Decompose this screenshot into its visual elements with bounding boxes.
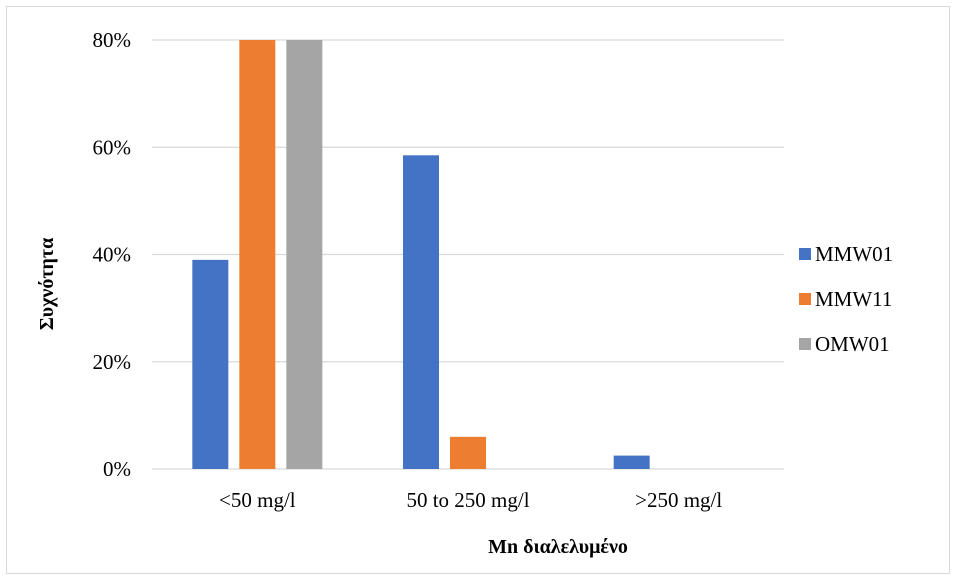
x-axis-title: Mn διαλελυμένο xyxy=(488,536,628,558)
x-category-label: 50 to 250 mg/l xyxy=(406,488,529,512)
y-tick-label: 60% xyxy=(93,135,132,159)
legend-swatch-omw01 xyxy=(799,338,811,350)
bar-mmw11-0 xyxy=(239,40,276,469)
x-category-label: >250 mg/l xyxy=(635,488,722,512)
y-tick-label: 40% xyxy=(93,243,132,267)
y-axis-ticks: 0% 20% 40% 60% 80% xyxy=(93,28,132,481)
legend-swatch-mmw11 xyxy=(799,293,811,305)
bar-omw01-0 xyxy=(286,40,323,469)
y-tick-label: 0% xyxy=(103,457,131,481)
bar-mmw01-2 xyxy=(613,455,650,469)
x-category-label: <50 mg/l xyxy=(219,488,296,512)
bars xyxy=(192,40,650,469)
x-axis-categories: <50 mg/l 50 to 250 mg/l >250 mg/l xyxy=(219,488,722,512)
y-axis-title: Συχνότητα xyxy=(36,238,58,331)
legend-label-mmw01: MMW01 xyxy=(815,242,893,266)
y-tick-label: 80% xyxy=(93,28,132,52)
bar-mmw01-1 xyxy=(403,155,439,469)
legend-label-mmw11: MMW11 xyxy=(815,287,892,311)
bar-mmw11-1 xyxy=(450,436,486,469)
legend-label-omw01: OMW01 xyxy=(815,332,890,356)
chart-frame xyxy=(6,6,950,574)
legend-swatch-mmw01 xyxy=(799,248,811,260)
bar-mmw01-0 xyxy=(192,259,229,469)
y-tick-label: 20% xyxy=(93,350,132,374)
legend: MMW01 MMW11 OMW01 xyxy=(799,242,893,356)
